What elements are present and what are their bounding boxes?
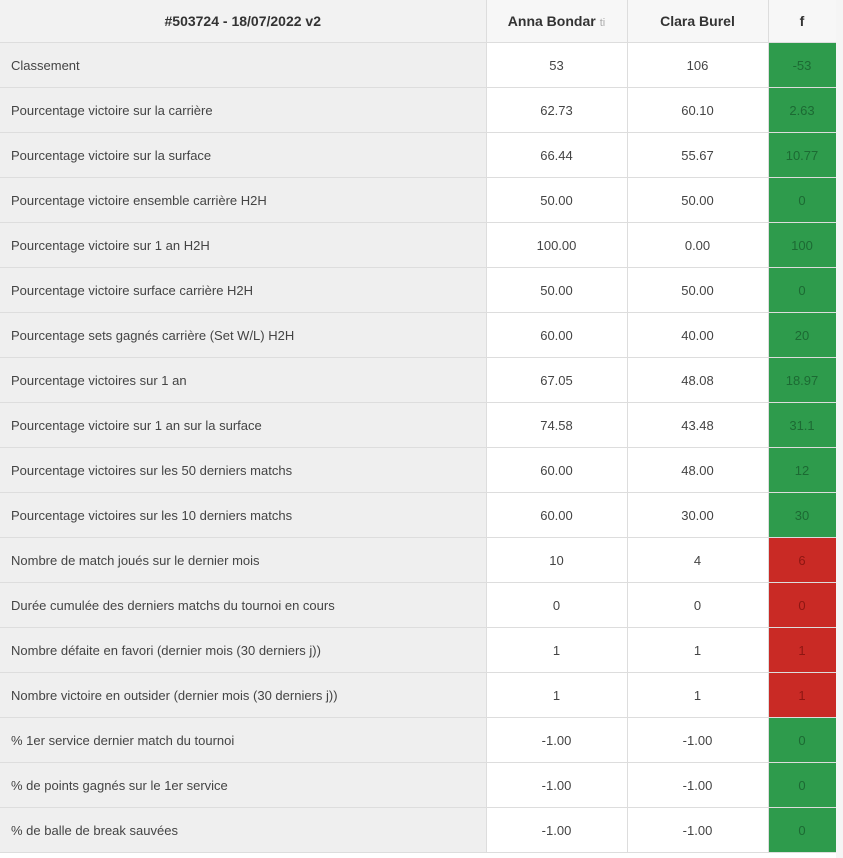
player1-value: 50.00 bbox=[486, 267, 628, 313]
diff-value: 12 bbox=[768, 447, 837, 493]
player1-value: -1.00 bbox=[486, 807, 628, 853]
table-row: Pourcentage victoire sur 1 an H2H 100.00 0… bbox=[0, 222, 837, 268]
player1-value: 53 bbox=[486, 42, 628, 88]
diff-value: 0 bbox=[768, 267, 837, 313]
row-label: Pourcentage victoire ensemble carrière H… bbox=[0, 177, 487, 223]
player1-value: 60.00 bbox=[486, 312, 628, 358]
table-row: Nombre de match joués sur le dernier moi… bbox=[0, 537, 837, 583]
row-label: Nombre victoire en outsider (dernier moi… bbox=[0, 672, 487, 718]
row-label: Classement bbox=[0, 42, 487, 88]
row-label: % de balle de break sauvées bbox=[0, 807, 487, 853]
diff-value: 0 bbox=[768, 717, 837, 763]
table-row: Pourcentage victoire sur la carrière 62.7… bbox=[0, 87, 837, 133]
player1-value: 60.00 bbox=[486, 492, 628, 538]
row-label: Pourcentage victoires sur les 50 dernier… bbox=[0, 447, 487, 493]
diff-header: f bbox=[768, 0, 837, 43]
player1-value: 60.00 bbox=[486, 447, 628, 493]
diff-value: 1 bbox=[768, 627, 837, 673]
table-row: Pourcentage victoires sur les 50 dernier… bbox=[0, 447, 837, 493]
player1-value: 67.05 bbox=[486, 357, 628, 403]
row-label: Durée cumulée des derniers matchs du tou… bbox=[0, 582, 487, 628]
player2-value: 30.00 bbox=[627, 492, 769, 538]
diff-value: 20 bbox=[768, 312, 837, 358]
table-row: Pourcentage victoire sur la surface 66.44… bbox=[0, 132, 837, 178]
diff-value: 2.63 bbox=[768, 87, 837, 133]
player1-value: -1.00 bbox=[486, 717, 628, 763]
diff-value: 0 bbox=[768, 177, 837, 223]
table-row: Pourcentage sets gagnés carrière (Set W/… bbox=[0, 312, 837, 358]
header-row: #503724 - 18/07/2022 v2 Anna Bondar ti Cl… bbox=[0, 0, 837, 43]
table-row: Pourcentage victoire sur 1 an sur la sur… bbox=[0, 402, 837, 448]
player2-value: -1.00 bbox=[627, 762, 769, 808]
row-label: Pourcentage victoires sur 1 an bbox=[0, 357, 487, 403]
player2-value: -1.00 bbox=[627, 807, 769, 853]
player2-value: 1 bbox=[627, 672, 769, 718]
player1-value: 62.73 bbox=[486, 87, 628, 133]
table-row: Classement 53 106 -53 bbox=[0, 42, 837, 88]
table-row: Durée cumulée des derniers matchs du tou… bbox=[0, 582, 837, 628]
player2-value: 0.00 bbox=[627, 222, 769, 268]
player1-suffix: ti bbox=[599, 17, 606, 29]
row-label: Pourcentage victoire sur 1 an sur la sur… bbox=[0, 402, 487, 448]
player2-value: 50.00 bbox=[627, 267, 769, 313]
diff-value: 0 bbox=[768, 582, 837, 628]
player1-value: 74.58 bbox=[486, 402, 628, 448]
diff-value: 0 bbox=[768, 762, 837, 808]
player1-value: 10 bbox=[486, 537, 628, 583]
player1-value: 0 bbox=[486, 582, 628, 628]
player2-value: 48.08 bbox=[627, 357, 769, 403]
table-row: Pourcentage victoires sur 1 an 67.05 48.08… bbox=[0, 357, 837, 403]
diff-value: 100 bbox=[768, 222, 837, 268]
table-row: % 1er service dernier match du tournoi -1… bbox=[0, 717, 837, 763]
diff-value: 30 bbox=[768, 492, 837, 538]
table-row: Pourcentage victoire surface carrière H2… bbox=[0, 267, 837, 313]
diff-value: 0 bbox=[768, 807, 837, 853]
player2-value: 55.67 bbox=[627, 132, 769, 178]
scrollbar-track[interactable] bbox=[836, 0, 843, 858]
player1-value: 100.00 bbox=[486, 222, 628, 268]
row-label: Nombre défaite en favori (dernier mois (… bbox=[0, 627, 487, 673]
diff-value: 18.97 bbox=[768, 357, 837, 403]
diff-value: -53 bbox=[768, 42, 837, 88]
player2-value: 106 bbox=[627, 42, 769, 88]
player1-value: 66.44 bbox=[486, 132, 628, 178]
diff-value: 10.77 bbox=[768, 132, 837, 178]
row-label: Nombre de match joués sur le dernier moi… bbox=[0, 537, 487, 583]
diff-value: 6 bbox=[768, 537, 837, 583]
player1-value: 1 bbox=[486, 672, 628, 718]
row-label: Pourcentage victoire surface carrière H2… bbox=[0, 267, 487, 313]
player1-value: 50.00 bbox=[486, 177, 628, 223]
table-row: % de points gagnés sur le 1er service -1.… bbox=[0, 762, 837, 808]
player1-name: Anna Bondar bbox=[507, 13, 596, 29]
player1-value: 1 bbox=[486, 627, 628, 673]
table-row: Pourcentage victoire ensemble carrière H… bbox=[0, 177, 837, 223]
diff-value: 1 bbox=[768, 672, 837, 718]
player2-value: 1 bbox=[627, 627, 769, 673]
row-label: % 1er service dernier match du tournoi bbox=[0, 717, 487, 763]
row-label: Pourcentage victoire sur 1 an H2H bbox=[0, 222, 487, 268]
player2-value: 43.48 bbox=[627, 402, 769, 448]
row-label: Pourcentage victoire sur la surface bbox=[0, 132, 487, 178]
table-row: Pourcentage victoires sur les 10 dernier… bbox=[0, 492, 837, 538]
player2-header[interactable]: Clara Burel bbox=[627, 0, 769, 43]
row-label: % de points gagnés sur le 1er service bbox=[0, 762, 487, 808]
row-label: Pourcentage victoire sur la carrière bbox=[0, 87, 487, 133]
player2-value: 50.00 bbox=[627, 177, 769, 223]
player2-value: 0 bbox=[627, 582, 769, 628]
match-title: #503724 - 18/07/2022 v2 bbox=[0, 0, 487, 43]
row-label: Pourcentage sets gagnés carrière (Set W/… bbox=[0, 312, 487, 358]
player2-value: -1.00 bbox=[627, 717, 769, 763]
player2-value: 48.00 bbox=[627, 447, 769, 493]
table-row: Nombre victoire en outsider (dernier moi… bbox=[0, 672, 837, 718]
diff-value: 31.1 bbox=[768, 402, 837, 448]
table-row: Nombre défaite en favori (dernier mois (… bbox=[0, 627, 837, 673]
player2-value: 60.10 bbox=[627, 87, 769, 133]
player2-value: 40.00 bbox=[627, 312, 769, 358]
player2-value: 4 bbox=[627, 537, 769, 583]
player1-value: -1.00 bbox=[486, 762, 628, 808]
player1-header[interactable]: Anna Bondar ti bbox=[486, 0, 628, 43]
table-row: % de balle de break sauvées -1.00 -1.00 0 bbox=[0, 807, 837, 853]
row-label: Pourcentage victoires sur les 10 dernier… bbox=[0, 492, 487, 538]
